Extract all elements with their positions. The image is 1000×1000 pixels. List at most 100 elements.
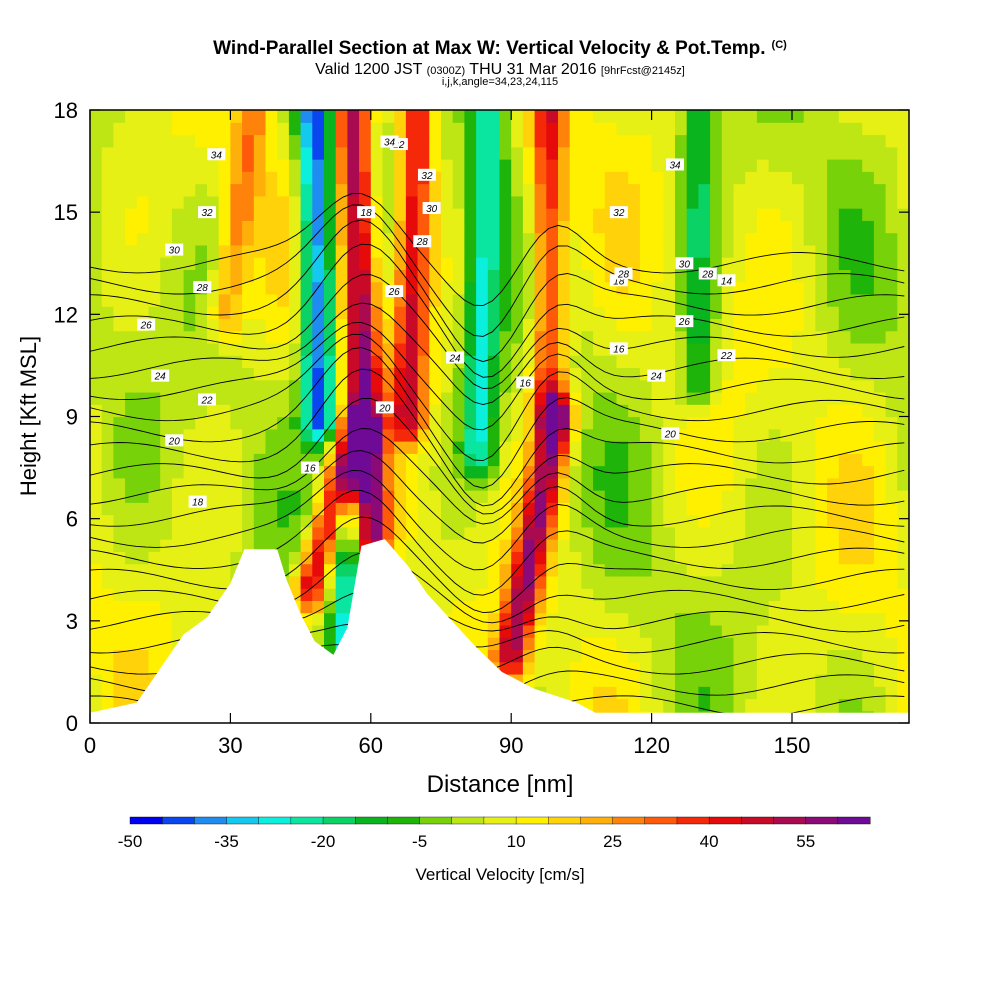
theta-label-text: 30	[169, 246, 181, 257]
velocity-cell	[347, 110, 360, 123]
velocity-cell	[885, 171, 898, 185]
velocity-cell	[230, 134, 243, 148]
velocity-cell	[721, 183, 735, 197]
velocity-cell	[265, 171, 278, 185]
velocity-cell	[195, 342, 208, 356]
velocity-cell	[651, 612, 664, 626]
velocity-cell	[312, 588, 325, 601]
velocity-cell	[885, 477, 898, 491]
velocity-cell	[242, 514, 255, 528]
velocity-cell	[207, 441, 220, 454]
velocity-cell	[405, 171, 419, 185]
velocity-cell	[195, 220, 208, 234]
velocity-cell	[850, 159, 863, 172]
velocity-cell	[148, 441, 161, 454]
velocity-cell	[242, 134, 255, 148]
velocity-cell	[113, 110, 126, 123]
velocity-cell	[277, 490, 290, 503]
velocity-cell	[698, 649, 711, 663]
velocity-cell	[593, 244, 606, 258]
velocity-cell	[90, 539, 103, 552]
velocity-cell	[897, 306, 909, 320]
velocity-cell	[803, 539, 816, 552]
velocity-cell	[675, 391, 688, 405]
velocity-cell	[792, 306, 805, 320]
velocity-cell	[476, 183, 489, 197]
velocity-cell	[253, 195, 267, 209]
velocity-cell	[382, 379, 395, 393]
velocity-cell	[558, 171, 571, 185]
velocity-cell	[113, 502, 126, 516]
theta-label-text: 32	[613, 208, 625, 219]
velocity-cell	[195, 110, 208, 123]
velocity-cell	[429, 575, 442, 589]
velocity-cell	[581, 195, 594, 209]
velocity-cell	[546, 146, 559, 160]
velocity-cell	[183, 441, 196, 454]
velocity-cell	[628, 318, 641, 332]
velocity-cell	[663, 551, 676, 565]
velocity-cell	[253, 391, 267, 405]
velocity-cell	[113, 122, 126, 136]
velocity-cell	[558, 379, 571, 393]
velocity-cell	[218, 465, 231, 479]
velocity-cell	[288, 134, 302, 148]
velocity-cell	[125, 171, 138, 185]
velocity-cell	[862, 649, 875, 663]
velocity-cell	[90, 588, 103, 601]
velocity-cell	[511, 441, 524, 454]
velocity-cell	[277, 134, 290, 148]
velocity-cell	[277, 379, 290, 393]
velocity-cell	[663, 637, 676, 651]
velocity-cell	[125, 477, 138, 491]
velocity-cell	[534, 526, 547, 540]
velocity-cell	[803, 367, 816, 381]
velocity-cell	[417, 330, 430, 344]
velocity-cell	[546, 490, 559, 503]
velocity-cell	[593, 391, 606, 405]
velocity-cell	[359, 110, 372, 111]
velocity-cell	[604, 110, 618, 111]
velocity-cell	[768, 134, 781, 148]
velocity-cell	[476, 526, 489, 540]
theta-contour-labels: 1416161618181820202022222224242426262628…	[137, 135, 736, 509]
velocity-cell	[698, 293, 711, 307]
velocity-cell	[663, 465, 676, 479]
velocity-cell	[569, 146, 582, 160]
velocity-cell	[487, 441, 501, 454]
velocity-cell	[827, 686, 840, 700]
velocity-cell	[827, 404, 840, 418]
theta-label: 30	[422, 202, 441, 215]
velocity-cell	[803, 526, 816, 540]
velocity-cell	[160, 306, 173, 320]
velocity-cell	[850, 661, 863, 675]
velocity-cell	[522, 612, 536, 626]
velocity-cell	[125, 146, 138, 160]
velocity-cell	[534, 453, 547, 467]
velocity-cell	[207, 257, 220, 270]
velocity-cell	[745, 269, 758, 283]
velocity-cell	[288, 404, 302, 418]
velocity-cell	[815, 306, 828, 320]
velocity-cell	[651, 195, 664, 209]
velocity-cell	[675, 502, 688, 516]
velocity-cell	[312, 490, 325, 503]
velocity-cell	[476, 257, 489, 270]
velocity-cell	[265, 502, 278, 516]
velocity-cell	[803, 257, 816, 270]
velocity-cell	[675, 110, 688, 123]
velocity-cell	[604, 624, 618, 638]
theta-contour	[90, 428, 905, 525]
velocity-cell	[756, 600, 770, 614]
theta-label: 14	[717, 274, 736, 287]
velocity-cell	[838, 159, 852, 172]
velocity-cell	[113, 514, 126, 528]
velocity-cell	[593, 195, 606, 209]
velocity-cell	[663, 526, 676, 540]
velocity-cell	[218, 428, 231, 442]
velocity-cell	[101, 551, 114, 565]
velocity-cell	[335, 612, 348, 626]
velocity-cell	[370, 110, 384, 123]
velocity-cell	[569, 293, 582, 307]
velocity-cell	[265, 110, 278, 111]
